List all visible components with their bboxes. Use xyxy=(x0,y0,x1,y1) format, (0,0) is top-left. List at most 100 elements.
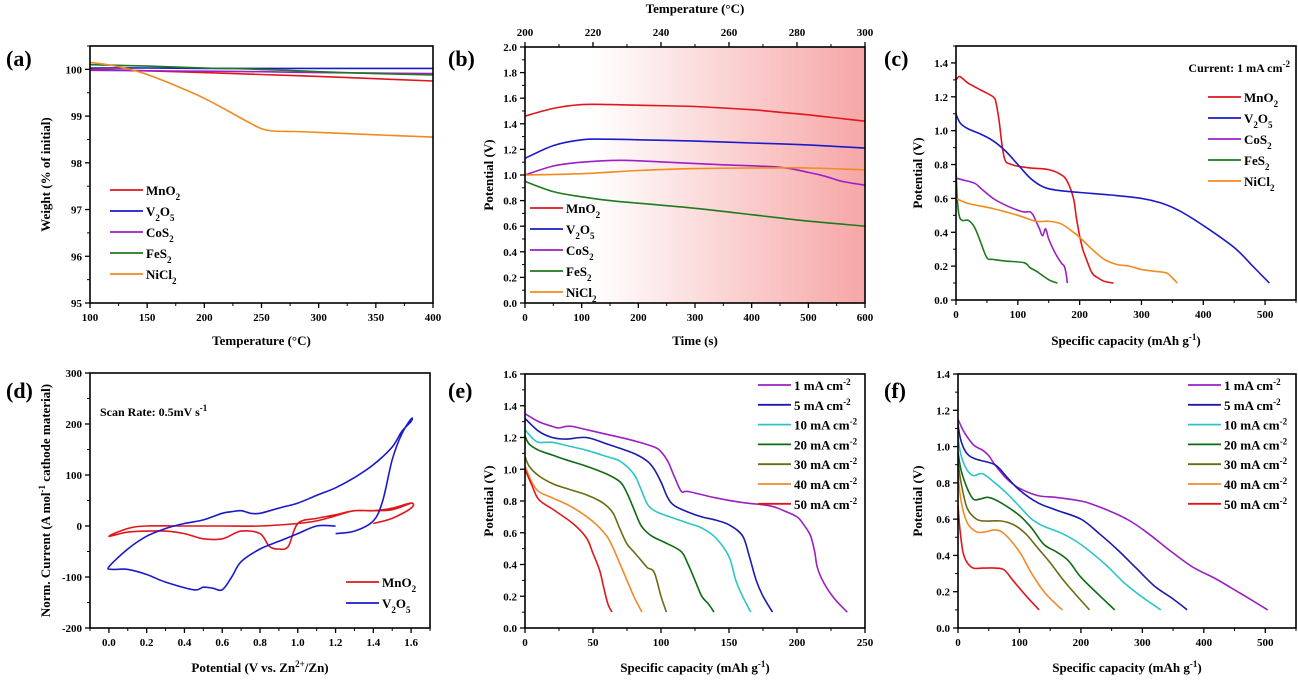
series-group xyxy=(956,75,1270,284)
y-axis-label: Weight (% of initial) xyxy=(38,117,53,231)
top-x-tick-label: 240 xyxy=(653,27,670,39)
legend-label: NiCl2 xyxy=(566,285,597,304)
y-tick-label: 0.4 xyxy=(503,560,517,572)
panel-label: (d) xyxy=(6,378,33,403)
annotation-text: Scan Rate: 0.5mV s-1 xyxy=(100,403,208,419)
x-tick-label: 200 xyxy=(1071,309,1088,321)
y-tick-label: 300 xyxy=(66,368,83,380)
y-tick-label: 0.4 xyxy=(936,550,950,562)
x-tick-label: 500 xyxy=(1257,309,1274,321)
y-axis-label: Potential (V) xyxy=(481,139,496,210)
top-x-tick-label: 200 xyxy=(517,27,534,39)
series-line-mno2 xyxy=(525,103,865,122)
y-tick-label: 0.2 xyxy=(934,261,948,273)
x-tick-label: 100 xyxy=(82,312,99,324)
series-line-5-ma xyxy=(958,424,1188,611)
y-tick-label: 0.8 xyxy=(503,496,517,508)
y-tick-label: 1.2 xyxy=(503,433,517,445)
y-tick-label: 0.6 xyxy=(503,221,517,233)
x-tick-label: 250 xyxy=(253,312,270,324)
series-group xyxy=(958,419,1269,611)
y-tick-label: 1.0 xyxy=(934,126,948,138)
top-x-axis-label: Temperature (°C) xyxy=(646,1,745,16)
y-tick-label: 1.8 xyxy=(503,68,517,80)
y-tick-label: 0.0 xyxy=(503,623,517,635)
x-tick-label: 500 xyxy=(800,312,817,324)
series-line-5-ma xyxy=(525,417,774,613)
legend-label: FeS2 xyxy=(1244,153,1270,172)
panel-label: (f) xyxy=(884,378,906,403)
x-tick-label: 400 xyxy=(743,312,760,324)
y-tick-label: 1.2 xyxy=(503,144,517,156)
y-tick-label: 0.0 xyxy=(503,298,517,310)
y-tick-label: 99 xyxy=(71,111,83,123)
x-tick-label: 300 xyxy=(1133,309,1150,321)
x-tick-label: 0.6 xyxy=(215,637,229,649)
panel-a: 100 150 200 250 300 350 400 95 96 97 98 99 100 Temper… xyxy=(6,45,442,348)
legend-label: 10 mA cm-2 xyxy=(794,417,858,433)
y-tick-label: 98 xyxy=(71,158,83,170)
series-group xyxy=(90,61,433,138)
series-line-nicl2 xyxy=(90,61,433,138)
y-tick-label: 0.8 xyxy=(934,160,948,172)
legend-label: MnO2 xyxy=(1244,90,1279,109)
y-axis-label: Potential (V) xyxy=(910,137,925,208)
y-axis-label: Norm. Current (A mol-1 cathode material) xyxy=(37,384,53,617)
series-line-mno2 xyxy=(956,75,1114,284)
series-line-v2o5 xyxy=(107,417,414,592)
y-tick-label: 0.0 xyxy=(936,623,950,635)
series-group xyxy=(525,103,865,227)
legend-label: 30 mA cm-2 xyxy=(794,456,858,472)
plot-frame xyxy=(955,45,1297,301)
series-line-40-ma xyxy=(525,465,643,613)
legend-label: 1 mA cm-2 xyxy=(794,377,851,393)
legend-label: 10 mA cm-2 xyxy=(1224,417,1288,433)
x-tick-label: 200 xyxy=(789,637,806,649)
series-line-v2o5 xyxy=(956,113,1270,284)
legend-label: 1 mA cm-2 xyxy=(1224,377,1281,393)
panel-f: 0 100 200 300 400 500 0.0 0.2 0.4 0.6 0.8 1.0 1.2 1.4… xyxy=(884,369,1297,675)
y-tick-label: 0.4 xyxy=(934,227,948,239)
x-tick-label: 1.6 xyxy=(404,637,418,649)
series-line-20-ma xyxy=(525,435,715,613)
legend-label: CoS2 xyxy=(1244,132,1272,151)
x-tick-label: 350 xyxy=(368,312,385,324)
y-tick-label: 1.6 xyxy=(503,369,517,381)
temperature-gradient-background xyxy=(525,47,865,303)
y-tick-label: 0.8 xyxy=(936,478,950,490)
y-tick-label: 1.0 xyxy=(503,170,517,182)
y-axis-label: Potential (V) xyxy=(910,465,925,536)
y-tick-label: 0.6 xyxy=(936,514,950,526)
y-tick-label: 1.2 xyxy=(934,92,948,104)
x-tick-label: 0 xyxy=(955,637,961,649)
x-tick-label: 600 xyxy=(857,312,874,324)
legend-label: CoS2 xyxy=(146,225,174,244)
series-line-nicl2 xyxy=(525,166,865,176)
series-line-50-ma xyxy=(525,468,613,613)
series-line-50-ma xyxy=(958,504,1040,611)
legend-label: V2O5 xyxy=(566,222,595,241)
top-x-tick-label: 260 xyxy=(721,27,738,39)
x-tick-label: 400 xyxy=(1195,309,1212,321)
panel-label: (c) xyxy=(884,46,908,71)
x-tick-label: 300 xyxy=(687,312,704,324)
series-line-1-ma xyxy=(958,419,1269,611)
plot-frame xyxy=(89,45,434,304)
y-tick-label: 2.0 xyxy=(503,42,517,54)
x-tick-label: 100 xyxy=(1011,637,1028,649)
series-line-40-ma xyxy=(958,473,1064,611)
series-line-30-ma xyxy=(525,456,668,613)
x-tick-label: 50 xyxy=(588,637,600,649)
x-tick-label: 500 xyxy=(1257,637,1274,649)
series-line-20-ma xyxy=(958,451,1116,611)
legend-label: FeS2 xyxy=(566,264,592,283)
x-tick-label: 0 xyxy=(953,309,959,321)
x-tick-label: 0.4 xyxy=(178,637,192,649)
x-axis-label: Specific capacity (mAh g-1) xyxy=(620,659,769,675)
x-tick-label: 300 xyxy=(1134,637,1151,649)
x-tick-label: 200 xyxy=(196,312,213,324)
x-tick-label: 1.0 xyxy=(291,637,305,649)
y-tick-label: 0.0 xyxy=(934,295,948,307)
legend-label: 5 mA cm-2 xyxy=(794,397,851,413)
